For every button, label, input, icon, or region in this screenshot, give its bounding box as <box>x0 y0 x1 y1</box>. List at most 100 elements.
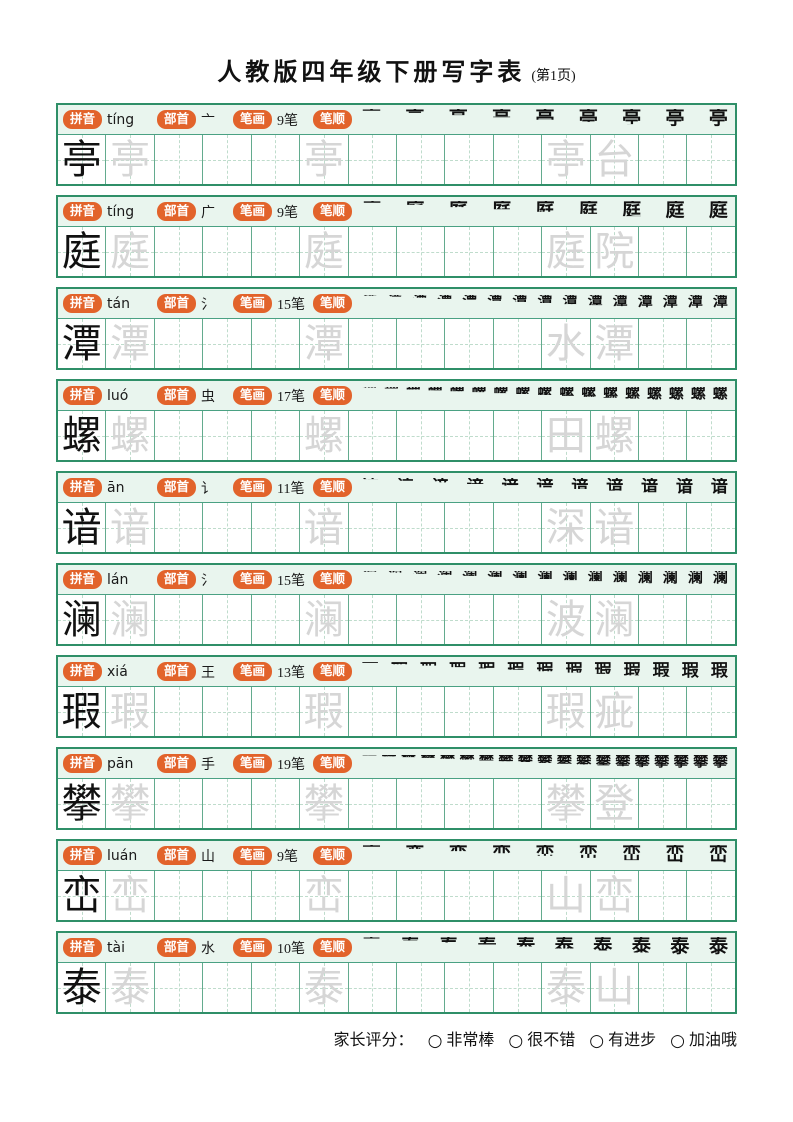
grid-cell <box>203 963 252 1012</box>
grid-cell: 亭 <box>542 135 591 184</box>
worksheet-page: 人教版四年级下册写字表 (第1页) 拼音 tíng 部首亠笔画 9笔 笔顺亭亭亭亭亭亭亭亭… <box>56 0 737 1051</box>
stroke-order-step: 螺 <box>471 386 487 402</box>
grid-cell <box>687 411 736 460</box>
stroke-count-value: 10笔 <box>277 941 306 957</box>
grid-cell: 瑕 <box>542 687 591 736</box>
grid-cell: 峦 <box>106 871 155 920</box>
grid-cell <box>445 595 494 644</box>
trace-character: 澜 <box>594 596 635 642</box>
stroke-order-step: 潭 <box>437 294 453 310</box>
grid-cell: 院 <box>590 227 640 276</box>
stroke-count-label-pill: 笔画 <box>233 662 273 681</box>
stroke-order-step: 攀 <box>595 754 611 770</box>
pinyin-value: tíng <box>107 111 135 128</box>
stroke-order-step: 亭 <box>492 108 512 129</box>
grid-cell <box>493 687 543 736</box>
radical-group: 部首氵 <box>157 294 233 314</box>
stroke-order-step: 泰 <box>362 936 382 957</box>
grid-cell <box>639 503 688 552</box>
grid-cell: 瑕 <box>300 687 349 736</box>
grid-cell: 瑕 <box>58 687 107 736</box>
radical-value: 王 <box>201 665 216 681</box>
grid-cell <box>687 963 736 1012</box>
practice-grid: 峦峦峦山峦 <box>58 871 736 920</box>
trace-character: 台 <box>594 136 635 182</box>
pinyin-value: luó <box>107 387 129 404</box>
stroke-count-group: 笔画 9笔 <box>233 202 313 222</box>
grid-cell <box>203 135 252 184</box>
grid-cell <box>639 227 688 276</box>
stroke-order-step: 谙 <box>431 477 449 496</box>
parent-rating-footer: 家长评分： ○ 非常棒 ○ 很不错 ○ 有进步 ○ 加油哦 <box>56 1026 737 1051</box>
trace-character: 瑕 <box>303 688 344 734</box>
stroke-order-step: 攀 <box>537 754 553 770</box>
stroke-order-step: 攀 <box>498 754 514 770</box>
grid-cell <box>154 595 204 644</box>
stroke-order-step: 潭 <box>512 294 528 310</box>
model-character: 泰 <box>61 964 102 1010</box>
stroke-order-step: 潭 <box>412 294 428 310</box>
grid-cell: 山 <box>590 963 640 1012</box>
trace-character: 庭 <box>545 228 586 274</box>
trace-character: 疵 <box>594 688 635 734</box>
grid-cell: 谙 <box>106 503 155 552</box>
stroke-count-value: 9笔 <box>277 205 299 221</box>
grid-cell <box>154 411 204 460</box>
trace-character: 澜 <box>110 596 151 642</box>
grid-cell <box>348 779 397 828</box>
stroke-order-step: 攀 <box>673 754 689 770</box>
row-header: 拼音 lán 部首氵笔画 15笔 笔顺澜澜澜澜澜澜澜澜澜澜澜澜澜澜澜 <box>58 565 735 595</box>
character-row: 拼音 luán 部首山笔画 9笔 笔顺峦峦峦峦峦峦峦峦峦峦峦峦山峦 <box>56 839 737 922</box>
stroke-order-step: 攀 <box>634 754 650 770</box>
stroke-order-step: 庭 <box>535 200 555 221</box>
grid-cell <box>154 227 204 276</box>
grid-cell: 庭 <box>542 227 591 276</box>
row-header: 拼音 xiá 部首王笔画 13笔 笔顺瑕瑕瑕瑕瑕瑕瑕瑕瑕瑕瑕瑕瑕 <box>58 657 735 687</box>
stroke-order-step: 潭 <box>687 294 703 310</box>
radical-label-pill: 部首 <box>157 938 197 957</box>
stroke-count-value: 19笔 <box>277 757 306 773</box>
stroke-order-step: 峦 <box>622 844 642 865</box>
grid-cell <box>687 687 736 736</box>
stroke-order-step: 潭 <box>637 294 653 310</box>
stroke-order-step: 澜 <box>587 570 603 586</box>
radical-label-pill: 部首 <box>157 754 197 773</box>
practice-grid: 攀攀攀攀登 <box>58 779 736 828</box>
grid-cell <box>203 871 252 920</box>
rating-option-label: 非常棒 <box>446 1032 495 1049</box>
stroke-order-step: 瑕 <box>420 661 438 680</box>
grid-cell: 疵 <box>590 687 640 736</box>
stroke-order-step: 谙 <box>571 477 589 496</box>
stroke-order-label-pill: 笔顺 <box>313 570 353 589</box>
radical-label-pill: 部首 <box>157 202 197 221</box>
stroke-order-step: 庭 <box>622 200 642 221</box>
stroke-order-strip: 瑕瑕瑕瑕瑕瑕瑕瑕瑕瑕瑕瑕瑕 <box>362 662 728 680</box>
grid-cell: 攀 <box>542 779 591 828</box>
trace-character: 澜 <box>303 596 344 642</box>
grid-cell <box>493 227 543 276</box>
stroke-order-step: 潭 <box>712 294 728 310</box>
stroke-order-step: 泰 <box>439 936 459 957</box>
stroke-count-value: 13笔 <box>277 665 306 681</box>
stroke-order-step: 泰 <box>554 936 574 957</box>
grid-cell: 田 <box>542 411 591 460</box>
stroke-order-step: 泰 <box>631 936 651 957</box>
stroke-order-step: 攀 <box>478 754 494 770</box>
character-row: 拼音 pān 部首手笔画 19笔 笔顺攀攀攀攀攀攀攀攀攀攀攀攀攀攀攀攀攀攀攀攀攀攀攀登 <box>56 747 737 830</box>
stroke-order-step: 螺 <box>449 386 465 402</box>
stroke-order-step: 攀 <box>381 754 397 770</box>
grid-cell <box>687 871 736 920</box>
grid-cell <box>396 135 446 184</box>
radical-group: 部首水 <box>157 938 233 958</box>
grid-cell <box>687 319 736 368</box>
grid-cell <box>445 411 494 460</box>
trace-character: 潭 <box>110 320 151 366</box>
rating-circle-icon: ○ <box>589 1031 605 1051</box>
grid-cell <box>639 595 688 644</box>
grid-cell <box>203 503 252 552</box>
pinyin-label-pill: 拼音 <box>63 202 103 221</box>
trace-character: 田 <box>545 412 586 458</box>
pinyin-group: 拼音 tài <box>63 938 157 957</box>
stroke-count-value: 11笔 <box>277 481 305 497</box>
stroke-order-step: 峦 <box>535 844 555 865</box>
